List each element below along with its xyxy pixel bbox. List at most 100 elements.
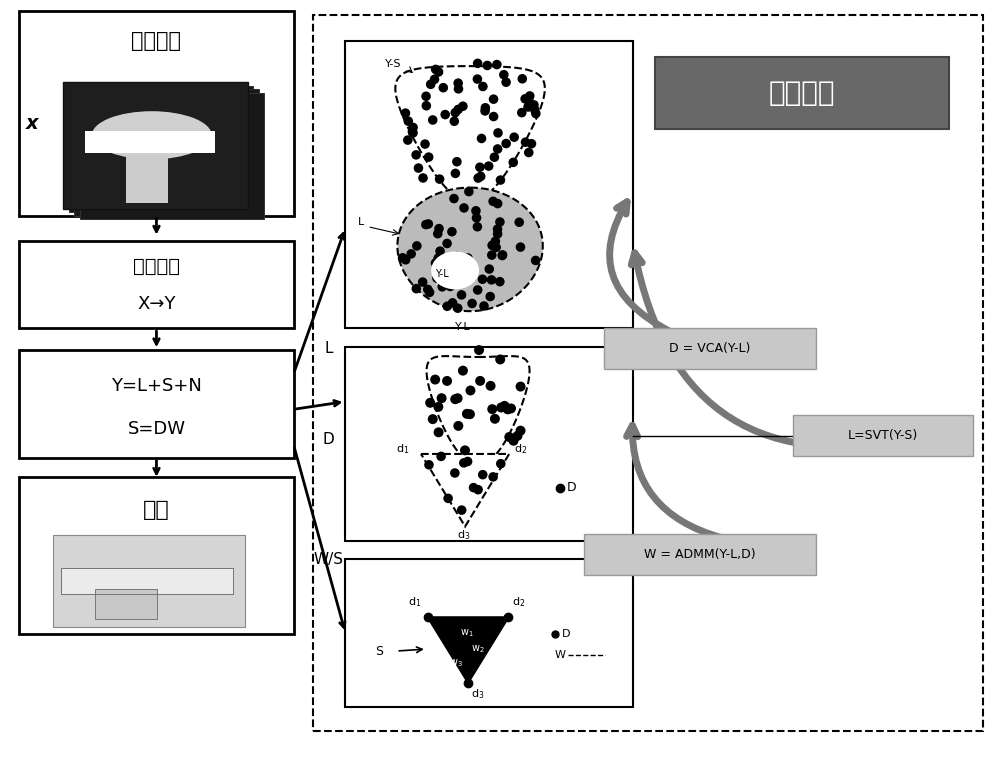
- Text: Y-L: Y-L: [435, 270, 449, 280]
- Circle shape: [524, 148, 534, 157]
- Circle shape: [447, 227, 457, 236]
- Circle shape: [471, 206, 481, 216]
- Circle shape: [401, 255, 410, 265]
- Circle shape: [488, 472, 498, 482]
- Text: D: D: [567, 481, 576, 494]
- Circle shape: [458, 366, 468, 376]
- FancyBboxPatch shape: [19, 350, 294, 457]
- Circle shape: [401, 109, 410, 118]
- Circle shape: [495, 217, 505, 227]
- Circle shape: [435, 246, 445, 256]
- Circle shape: [531, 109, 541, 119]
- Circle shape: [423, 285, 433, 294]
- Text: Y-S: Y-S: [385, 59, 402, 69]
- Circle shape: [509, 436, 519, 446]
- Text: Y-L: Y-L: [455, 322, 471, 332]
- Circle shape: [418, 173, 428, 182]
- Polygon shape: [428, 618, 508, 683]
- Circle shape: [516, 426, 526, 436]
- Circle shape: [493, 229, 502, 239]
- Circle shape: [489, 112, 498, 122]
- Circle shape: [506, 403, 516, 413]
- Text: w$_2$: w$_2$: [471, 643, 485, 654]
- Circle shape: [440, 110, 450, 119]
- Text: D: D: [562, 629, 570, 639]
- Circle shape: [435, 174, 444, 184]
- Circle shape: [450, 468, 460, 477]
- Text: d$_3$: d$_3$: [457, 528, 471, 542]
- FancyArrowPatch shape: [631, 253, 926, 447]
- Text: Y=L+S+N: Y=L+S+N: [111, 377, 202, 395]
- Circle shape: [513, 431, 523, 440]
- FancyArrowPatch shape: [610, 202, 669, 331]
- Text: W = ADMM(Y-L,D): W = ADMM(Y-L,D): [644, 548, 756, 561]
- Circle shape: [485, 292, 495, 301]
- Circle shape: [453, 303, 463, 313]
- Circle shape: [453, 79, 463, 88]
- Text: D = VCA(Y-L): D = VCA(Y-L): [669, 342, 751, 355]
- Circle shape: [484, 161, 493, 171]
- Circle shape: [464, 187, 474, 196]
- Circle shape: [525, 91, 535, 101]
- Circle shape: [473, 222, 482, 232]
- Circle shape: [442, 239, 452, 248]
- Circle shape: [478, 470, 488, 480]
- Text: 迭代更新: 迭代更新: [768, 79, 835, 107]
- Text: d$_2$: d$_2$: [512, 595, 526, 609]
- Circle shape: [412, 284, 421, 293]
- Circle shape: [499, 70, 509, 79]
- Circle shape: [439, 83, 448, 92]
- Circle shape: [493, 199, 502, 209]
- Circle shape: [453, 105, 463, 114]
- Circle shape: [460, 445, 470, 455]
- Circle shape: [408, 122, 418, 132]
- Circle shape: [408, 127, 417, 136]
- Circle shape: [501, 139, 511, 149]
- Circle shape: [531, 256, 540, 265]
- Text: 结果: 结果: [143, 500, 170, 520]
- FancyBboxPatch shape: [80, 92, 264, 219]
- Text: d$_1$: d$_1$: [408, 595, 422, 609]
- Circle shape: [489, 95, 498, 104]
- Circle shape: [450, 116, 459, 126]
- Circle shape: [450, 108, 460, 118]
- Circle shape: [487, 404, 497, 414]
- Circle shape: [500, 401, 510, 411]
- Circle shape: [425, 287, 434, 297]
- Circle shape: [433, 253, 443, 263]
- FancyBboxPatch shape: [793, 415, 973, 456]
- FancyBboxPatch shape: [95, 589, 157, 619]
- Circle shape: [529, 100, 539, 109]
- Circle shape: [403, 136, 413, 145]
- Circle shape: [508, 158, 518, 167]
- Circle shape: [463, 457, 472, 467]
- Circle shape: [457, 290, 466, 300]
- FancyBboxPatch shape: [74, 89, 259, 216]
- Text: d$_3$: d$_3$: [471, 687, 484, 701]
- Circle shape: [497, 251, 507, 260]
- FancyBboxPatch shape: [345, 42, 633, 328]
- FancyBboxPatch shape: [63, 82, 248, 209]
- Circle shape: [431, 65, 440, 74]
- FancyBboxPatch shape: [345, 559, 633, 707]
- Ellipse shape: [92, 111, 212, 159]
- Circle shape: [452, 252, 461, 261]
- Circle shape: [484, 264, 494, 274]
- Circle shape: [491, 243, 501, 253]
- Circle shape: [426, 79, 435, 89]
- Circle shape: [514, 217, 524, 227]
- Text: 热图序列: 热图序列: [131, 32, 181, 52]
- Circle shape: [421, 219, 431, 229]
- Text: W: W: [555, 650, 566, 660]
- Circle shape: [443, 494, 453, 503]
- Circle shape: [440, 254, 450, 264]
- Circle shape: [473, 173, 483, 182]
- Text: S: S: [375, 644, 383, 658]
- Circle shape: [496, 176, 505, 185]
- Circle shape: [472, 213, 481, 223]
- FancyBboxPatch shape: [126, 155, 168, 203]
- Circle shape: [492, 60, 502, 69]
- Circle shape: [462, 409, 472, 419]
- Circle shape: [431, 258, 440, 268]
- Circle shape: [496, 459, 506, 468]
